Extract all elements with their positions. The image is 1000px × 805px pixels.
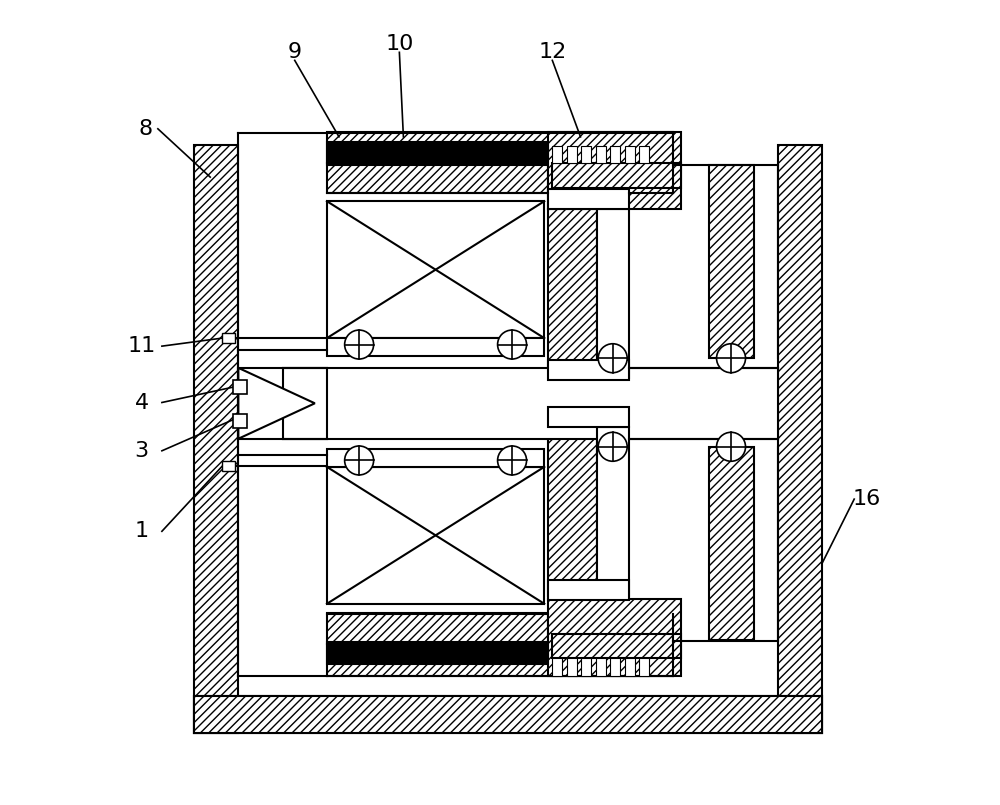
Bar xyxy=(610,146,620,163)
Bar xyxy=(327,132,673,163)
Bar xyxy=(625,146,635,163)
Bar xyxy=(597,427,629,596)
Bar xyxy=(222,333,235,343)
Bar xyxy=(625,658,635,676)
Bar xyxy=(552,658,562,676)
Bar xyxy=(233,414,247,428)
Circle shape xyxy=(717,432,746,461)
Bar xyxy=(194,696,822,733)
Bar xyxy=(548,407,629,427)
Bar xyxy=(567,146,577,163)
Circle shape xyxy=(345,446,374,475)
Circle shape xyxy=(598,344,627,373)
Text: 1: 1 xyxy=(135,522,149,541)
Bar xyxy=(581,658,591,676)
Bar xyxy=(233,380,247,394)
Bar xyxy=(548,132,681,209)
Bar xyxy=(327,338,544,356)
Circle shape xyxy=(498,330,527,359)
Bar xyxy=(548,580,629,600)
Bar xyxy=(238,368,778,439)
Text: 9: 9 xyxy=(288,43,302,62)
Text: 10: 10 xyxy=(385,35,414,54)
Bar xyxy=(194,145,238,733)
Bar xyxy=(194,696,822,733)
Bar xyxy=(552,163,681,188)
Bar xyxy=(327,613,548,644)
Text: 11: 11 xyxy=(128,336,156,356)
Text: 8: 8 xyxy=(139,119,153,138)
Bar xyxy=(327,142,548,165)
Bar xyxy=(581,146,591,163)
Bar xyxy=(709,165,754,358)
Polygon shape xyxy=(238,368,315,439)
Bar xyxy=(548,209,597,378)
Bar xyxy=(327,642,548,664)
Polygon shape xyxy=(283,368,327,439)
Bar xyxy=(327,644,673,676)
Bar xyxy=(596,146,606,163)
Text: 4: 4 xyxy=(135,393,149,412)
Bar xyxy=(552,634,681,658)
Bar xyxy=(327,201,544,338)
Bar xyxy=(596,658,606,676)
Circle shape xyxy=(598,432,627,461)
Bar xyxy=(548,189,629,209)
Bar xyxy=(778,145,822,733)
Bar xyxy=(552,146,562,163)
Circle shape xyxy=(717,344,746,373)
Bar xyxy=(610,658,620,676)
Bar xyxy=(222,461,235,471)
Bar xyxy=(327,449,544,467)
Bar xyxy=(327,467,544,604)
Text: 16: 16 xyxy=(852,489,880,509)
Bar xyxy=(548,360,629,380)
Bar xyxy=(709,447,754,640)
Circle shape xyxy=(345,330,374,359)
Bar xyxy=(639,658,649,676)
Bar xyxy=(639,146,649,163)
Bar xyxy=(597,209,629,378)
Circle shape xyxy=(498,446,527,475)
Bar xyxy=(567,658,577,676)
Text: 12: 12 xyxy=(538,43,566,62)
Bar xyxy=(548,427,597,596)
Bar xyxy=(327,163,548,193)
Bar xyxy=(548,599,681,676)
Text: 3: 3 xyxy=(135,441,149,460)
